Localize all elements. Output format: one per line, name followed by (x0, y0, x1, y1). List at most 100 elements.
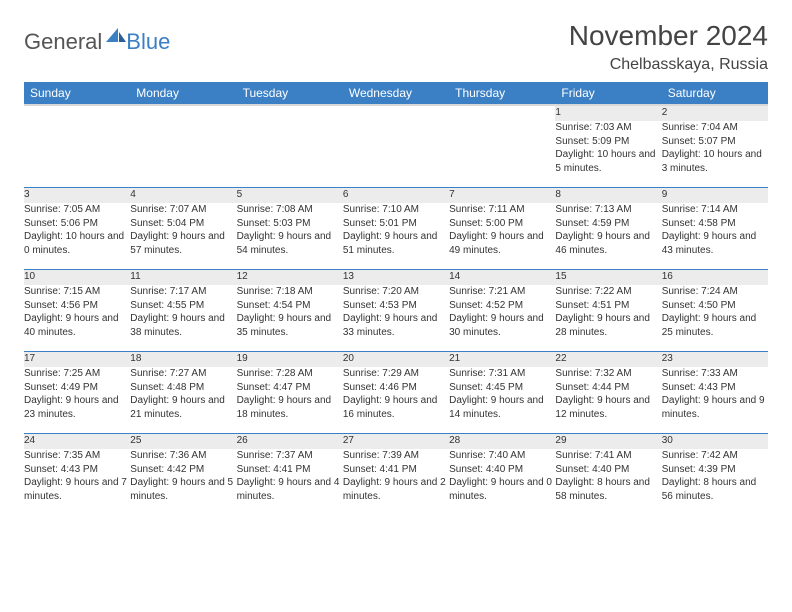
sunrise-text: Sunrise: 7:41 AM (555, 449, 661, 463)
daylight-text: Daylight: 9 hours and 21 minutes. (130, 394, 236, 421)
day-info-cell: Sunrise: 7:17 AMSunset: 4:55 PMDaylight:… (130, 285, 236, 351)
daylight-text: Daylight: 8 hours and 58 minutes. (555, 476, 661, 503)
day-info-cell: Sunrise: 7:25 AMSunset: 4:49 PMDaylight:… (24, 367, 130, 433)
daylight-text: Daylight: 9 hours and 12 minutes. (555, 394, 661, 421)
sunrise-text: Sunrise: 7:20 AM (343, 285, 449, 299)
sunrise-text: Sunrise: 7:15 AM (24, 285, 130, 299)
day-number-cell: 4 (130, 187, 236, 203)
sunrise-text: Sunrise: 7:24 AM (662, 285, 768, 299)
daylight-text: Daylight: 9 hours and 49 minutes. (449, 230, 555, 257)
day-number-cell: 30 (662, 433, 768, 449)
sunrise-text: Sunrise: 7:13 AM (555, 203, 661, 217)
sunset-text: Sunset: 4:49 PM (24, 381, 130, 395)
sunrise-text: Sunrise: 7:32 AM (555, 367, 661, 381)
day-info-cell: Sunrise: 7:18 AMSunset: 4:54 PMDaylight:… (237, 285, 343, 351)
day-info-row: Sunrise: 7:03 AMSunset: 5:09 PMDaylight:… (24, 121, 768, 187)
day-number-cell: 5 (237, 187, 343, 203)
weekday-header: Wednesday (343, 82, 449, 105)
day-info-cell: Sunrise: 7:37 AMSunset: 4:41 PMDaylight:… (237, 449, 343, 515)
sunrise-text: Sunrise: 7:17 AM (130, 285, 236, 299)
day-number-cell: 17 (24, 351, 130, 367)
day-info-cell: Sunrise: 7:40 AMSunset: 4:40 PMDaylight:… (449, 449, 555, 515)
day-number-row: 17181920212223 (24, 351, 768, 367)
day-info-cell (24, 121, 130, 187)
day-number-cell: 16 (662, 269, 768, 285)
day-info-cell: Sunrise: 7:42 AMSunset: 4:39 PMDaylight:… (662, 449, 768, 515)
sunset-text: Sunset: 5:07 PM (662, 135, 768, 149)
sunrise-text: Sunrise: 7:29 AM (343, 367, 449, 381)
day-number-cell: 28 (449, 433, 555, 449)
day-info-row: Sunrise: 7:35 AMSunset: 4:43 PMDaylight:… (24, 449, 768, 515)
sunrise-text: Sunrise: 7:07 AM (130, 203, 236, 217)
sunrise-text: Sunrise: 7:08 AM (237, 203, 343, 217)
day-number-cell: 3 (24, 187, 130, 203)
day-number-cell: 27 (343, 433, 449, 449)
day-number-cell: 2 (662, 105, 768, 121)
sunset-text: Sunset: 5:04 PM (130, 217, 236, 231)
sunset-text: Sunset: 4:40 PM (449, 463, 555, 477)
sunset-text: Sunset: 4:54 PM (237, 299, 343, 313)
day-number-cell (449, 105, 555, 121)
weekday-header: Monday (130, 82, 236, 105)
weekday-header: Friday (555, 82, 661, 105)
daylight-text: Daylight: 10 hours and 3 minutes. (662, 148, 768, 175)
day-number-cell: 10 (24, 269, 130, 285)
sunrise-text: Sunrise: 7:35 AM (24, 449, 130, 463)
day-info-cell (343, 121, 449, 187)
day-info-cell: Sunrise: 7:32 AMSunset: 4:44 PMDaylight:… (555, 367, 661, 433)
day-info-cell: Sunrise: 7:05 AMSunset: 5:06 PMDaylight:… (24, 203, 130, 269)
day-number-cell: 8 (555, 187, 661, 203)
day-info-cell: Sunrise: 7:28 AMSunset: 4:47 PMDaylight:… (237, 367, 343, 433)
daylight-text: Daylight: 9 hours and 51 minutes. (343, 230, 449, 257)
sunrise-text: Sunrise: 7:37 AM (237, 449, 343, 463)
sunrise-text: Sunrise: 7:31 AM (449, 367, 555, 381)
sunset-text: Sunset: 4:45 PM (449, 381, 555, 395)
daylight-text: Daylight: 9 hours and 5 minutes. (130, 476, 236, 503)
day-info-cell: Sunrise: 7:33 AMSunset: 4:43 PMDaylight:… (662, 367, 768, 433)
day-number-cell: 6 (343, 187, 449, 203)
day-number-cell: 11 (130, 269, 236, 285)
day-number-cell: 18 (130, 351, 236, 367)
day-info-cell: Sunrise: 7:11 AMSunset: 5:00 PMDaylight:… (449, 203, 555, 269)
day-number-row: 3456789 (24, 187, 768, 203)
daylight-text: Daylight: 9 hours and 54 minutes. (237, 230, 343, 257)
daylight-text: Daylight: 8 hours and 56 minutes. (662, 476, 768, 503)
daylight-text: Daylight: 9 hours and 4 minutes. (237, 476, 343, 503)
sunset-text: Sunset: 4:39 PM (662, 463, 768, 477)
sunrise-text: Sunrise: 7:42 AM (662, 449, 768, 463)
sunset-text: Sunset: 4:52 PM (449, 299, 555, 313)
day-number-cell: 9 (662, 187, 768, 203)
day-info-cell: Sunrise: 7:03 AMSunset: 5:09 PMDaylight:… (555, 121, 661, 187)
daylight-text: Daylight: 9 hours and 57 minutes. (130, 230, 236, 257)
sunset-text: Sunset: 4:41 PM (343, 463, 449, 477)
daylight-text: Daylight: 9 hours and 9 minutes. (662, 394, 768, 421)
day-info-cell: Sunrise: 7:22 AMSunset: 4:51 PMDaylight:… (555, 285, 661, 351)
day-number-cell (237, 105, 343, 121)
sunset-text: Sunset: 5:03 PM (237, 217, 343, 231)
day-info-cell: Sunrise: 7:13 AMSunset: 4:59 PMDaylight:… (555, 203, 661, 269)
day-info-row: Sunrise: 7:25 AMSunset: 4:49 PMDaylight:… (24, 367, 768, 433)
sunset-text: Sunset: 4:48 PM (130, 381, 236, 395)
sunset-text: Sunset: 4:43 PM (24, 463, 130, 477)
daylight-text: Daylight: 9 hours and 16 minutes. (343, 394, 449, 421)
sunrise-text: Sunrise: 7:10 AM (343, 203, 449, 217)
day-number-row: 12 (24, 105, 768, 121)
day-info-cell: Sunrise: 7:24 AMSunset: 4:50 PMDaylight:… (662, 285, 768, 351)
daylight-text: Daylight: 10 hours and 5 minutes. (555, 148, 661, 175)
sunrise-text: Sunrise: 7:03 AM (555, 121, 661, 135)
day-info-cell: Sunrise: 7:07 AMSunset: 5:04 PMDaylight:… (130, 203, 236, 269)
sunrise-text: Sunrise: 7:11 AM (449, 203, 555, 217)
sunset-text: Sunset: 4:51 PM (555, 299, 661, 313)
day-info-row: Sunrise: 7:15 AMSunset: 4:56 PMDaylight:… (24, 285, 768, 351)
day-number-cell: 24 (24, 433, 130, 449)
day-info-cell (237, 121, 343, 187)
sunrise-text: Sunrise: 7:40 AM (449, 449, 555, 463)
day-info-cell: Sunrise: 7:27 AMSunset: 4:48 PMDaylight:… (130, 367, 236, 433)
daylight-text: Daylight: 9 hours and 33 minutes. (343, 312, 449, 339)
day-number-cell: 22 (555, 351, 661, 367)
day-info-row: Sunrise: 7:05 AMSunset: 5:06 PMDaylight:… (24, 203, 768, 269)
sunset-text: Sunset: 4:46 PM (343, 381, 449, 395)
day-info-cell (449, 121, 555, 187)
daylight-text: Daylight: 9 hours and 25 minutes. (662, 312, 768, 339)
day-number-cell: 13 (343, 269, 449, 285)
